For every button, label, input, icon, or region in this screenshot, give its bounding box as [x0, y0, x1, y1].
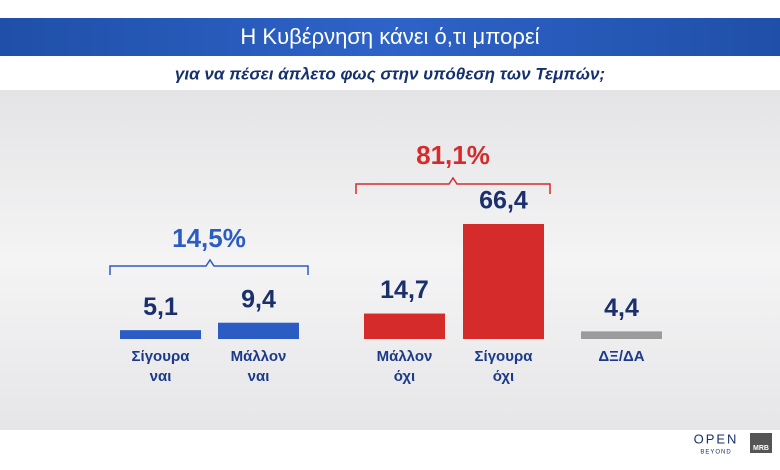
category-label: ΔΞ/ΔΑ: [598, 348, 644, 365]
chart-subtitle: για να πέσει άπλετο φως στην υπόθεση των…: [175, 64, 605, 83]
value-label: 14,7: [380, 276, 429, 304]
bracket: [109, 258, 309, 275]
group-label: 14,5%: [172, 223, 246, 253]
logo-text: BEYOND: [700, 450, 731, 456]
value-label: 4,4: [604, 294, 639, 322]
logo-text: MRB: [753, 445, 769, 452]
header-bar: [0, 18, 780, 56]
bar: [120, 330, 201, 339]
category-label: Μάλλον ναι: [231, 348, 287, 385]
bar: [581, 331, 662, 339]
logo-text: OPEN: [694, 431, 739, 446]
value-label: 5,1: [143, 293, 178, 321]
category-label: Σίγουρα ναι: [132, 348, 191, 385]
bar: [218, 322, 299, 339]
value-label: 9,4: [241, 285, 276, 313]
bar: [364, 313, 445, 339]
logo-box: [750, 433, 772, 453]
bracket: [355, 176, 551, 194]
panel: [0, 90, 780, 430]
subtitle-bar: [0, 60, 780, 88]
category-label: Σίγουρα όχι: [475, 348, 534, 385]
bar: [463, 224, 544, 339]
value-label: 66,4: [479, 187, 528, 215]
category-label: Μάλλον όχι: [377, 348, 433, 385]
chart-title: Η Κυβέρνηση κάνει ό,τι μπορεί: [240, 24, 539, 49]
group-label: 81,1%: [416, 140, 490, 170]
